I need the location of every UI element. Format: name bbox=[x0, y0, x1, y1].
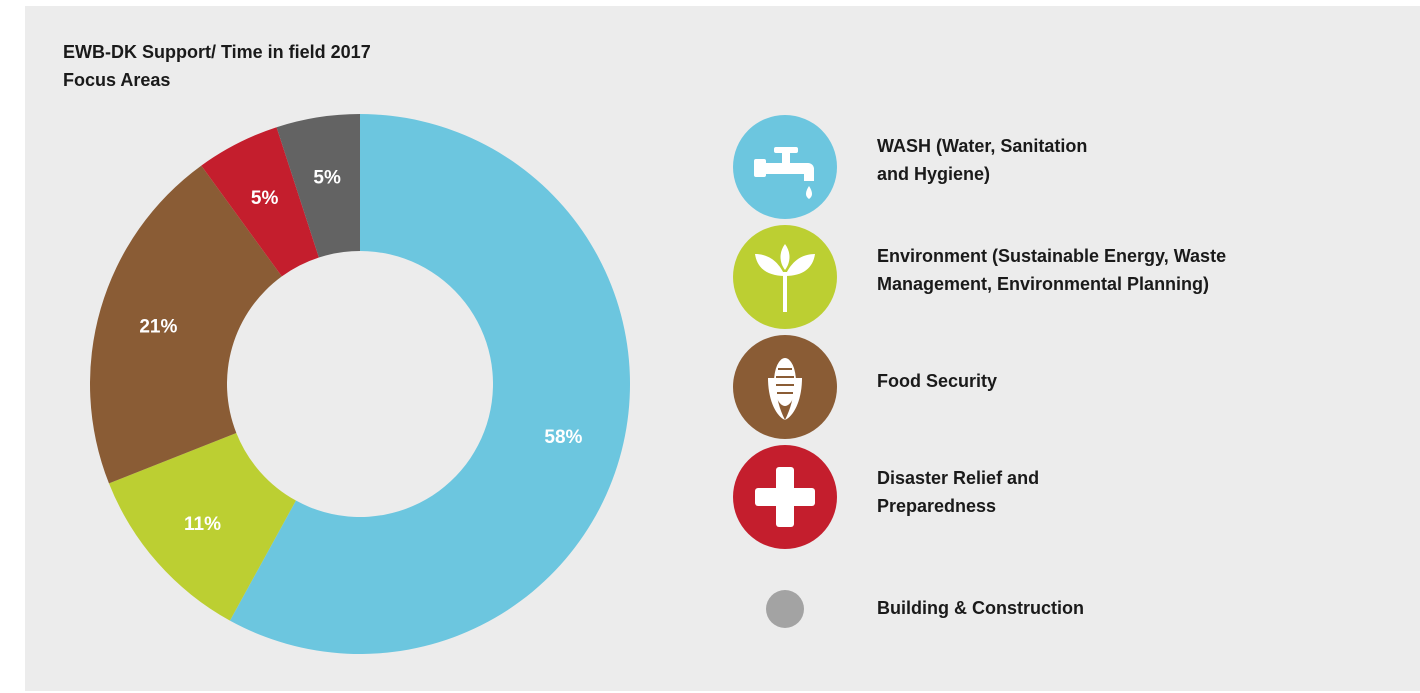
plant-sprout-icon bbox=[733, 225, 837, 329]
legend-label-environment-line-1: Environment (Sustainable Energy, Waste bbox=[877, 246, 1227, 266]
legend-label-building: Building & Construction bbox=[877, 598, 1084, 618]
donut-slice-food-security bbox=[90, 165, 282, 484]
legend-item-building: Building & Construction bbox=[877, 594, 1084, 622]
donut-slice-building bbox=[276, 114, 360, 258]
chart-title-line-1: EWB-DK Support/ Time in field 2017 bbox=[63, 42, 371, 62]
legend-item-disaster-relief: Disaster Relief and Preparedness bbox=[877, 464, 1039, 520]
donut-slice-disaster-relief bbox=[201, 127, 319, 277]
legend-label-food-security: Food Security bbox=[877, 371, 998, 391]
cross-icon bbox=[733, 445, 837, 549]
slice-label-building: 5% bbox=[313, 168, 341, 189]
legend-label-environment-line-2: Management, Environmental Planning) bbox=[877, 274, 1210, 294]
slice-label-disaster-relief: 5% bbox=[251, 188, 279, 209]
legend-item-environment: Environment (Sustainable Energy, Waste M… bbox=[877, 242, 1226, 298]
chart-title-line-2: Focus Areas bbox=[63, 70, 171, 90]
legend-label-wash-line-2: and Hygiene) bbox=[877, 164, 991, 184]
slice-label-environment: 11% bbox=[184, 514, 221, 535]
corn-icon bbox=[733, 335, 837, 439]
water-tap-icon bbox=[733, 115, 837, 219]
chart-title: EWB-DK Support/ Time in field 2017 Focus… bbox=[63, 38, 371, 94]
donut-slice-environment bbox=[108, 432, 296, 621]
slice-label-food-security: 21% bbox=[139, 316, 177, 337]
legend-label-disaster-line-1: Disaster Relief and bbox=[877, 468, 1040, 488]
donut-slice-wash bbox=[229, 114, 631, 655]
circle-dot-icon bbox=[766, 590, 804, 628]
legend-item-wash: WASH (Water, Sanitation and Hygiene) bbox=[877, 132, 1087, 188]
slice-label-wash: 58% bbox=[544, 427, 582, 448]
legend-label-disaster-line-2: Preparedness bbox=[877, 496, 997, 516]
legend-label-wash-line-1: WASH (Water, Sanitation bbox=[877, 136, 1088, 156]
legend-item-food-security: Food Security bbox=[877, 367, 997, 395]
